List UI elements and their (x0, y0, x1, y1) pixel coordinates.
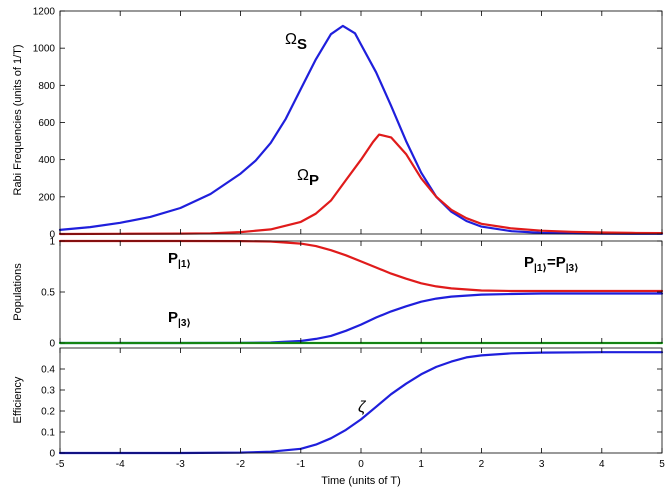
time-xtick-label: -4 (116, 459, 125, 470)
time-xtick-label: 5 (659, 459, 665, 470)
time-xtick-label: 0 (358, 459, 364, 470)
populations-series-line-0 (58, 239, 664, 293)
rabi-series-line-0 (58, 24, 664, 235)
efficiency-ytick-label: 0.1 (41, 428, 55, 439)
populations-series-line-1 (58, 292, 664, 345)
time-xtick-label: 4 (599, 459, 605, 470)
rabi-ytick-label: 1200 (33, 7, 56, 18)
time-xtick-label: 3 (539, 459, 545, 470)
rabi-ytick-label: 400 (38, 155, 55, 166)
populations-ylabel: Populations (12, 263, 24, 321)
efficiency-ytick-label: 0.4 (41, 365, 55, 376)
annotation-p1-equals-p3: P|1⟩=P|3⟩ (524, 254, 579, 274)
time-xtick-label: -1 (296, 459, 305, 470)
rabi-ytick-label: 200 (38, 192, 55, 203)
rabi-ylabel: Rabi Frequencies (units of 1/T) (12, 44, 24, 195)
rabi-ytick-label: 0 (49, 230, 55, 241)
efficiency-ylabel: Efficiency (12, 376, 24, 423)
rabi-ytick-label: 800 (38, 81, 55, 92)
annotation-omega-s: ΩS (285, 31, 307, 53)
populations-panel: 00.51 (41, 237, 664, 350)
efficiency-series-line-0 (58, 351, 664, 455)
annotation-p1: P|1⟩ (168, 250, 191, 270)
rabi-series-line-1 (58, 133, 664, 236)
rabi-ytick-label: 1000 (33, 44, 56, 55)
efficiency-ytick-label: 0 (49, 449, 55, 460)
populations-ytick-label: 0 (49, 339, 55, 350)
annotation-omega-p: ΩP (297, 167, 319, 189)
time-xtick-label: -5 (56, 459, 65, 470)
populations-ytick-label: 1 (49, 237, 55, 248)
efficiency-ytick-label: 0.3 (41, 386, 55, 397)
populations-ytick-label: 0.5 (41, 288, 55, 299)
rabi-ytick-label: 600 (38, 118, 55, 129)
time-xtick-label: -2 (236, 459, 245, 470)
annotation-p3: P|3⟩ (168, 309, 191, 329)
efficiency-panel: 0 0.1 0.2 0.3 0.4 -5 -4 -3 -2 -1 0 1 2 3 4 5 (41, 347, 665, 470)
annotation-zeta: ζ (358, 399, 367, 416)
time-xtick-label: 1 (418, 459, 424, 470)
time-xlabel: Time (units of T) (321, 475, 400, 487)
time-xtick-label: -3 (176, 459, 185, 470)
rabi-panel: 0 200 400 600 800 1000 1200 (33, 7, 664, 241)
efficiency-ytick-label: 0.2 (41, 407, 55, 418)
time-xtick-label: 2 (479, 459, 485, 470)
